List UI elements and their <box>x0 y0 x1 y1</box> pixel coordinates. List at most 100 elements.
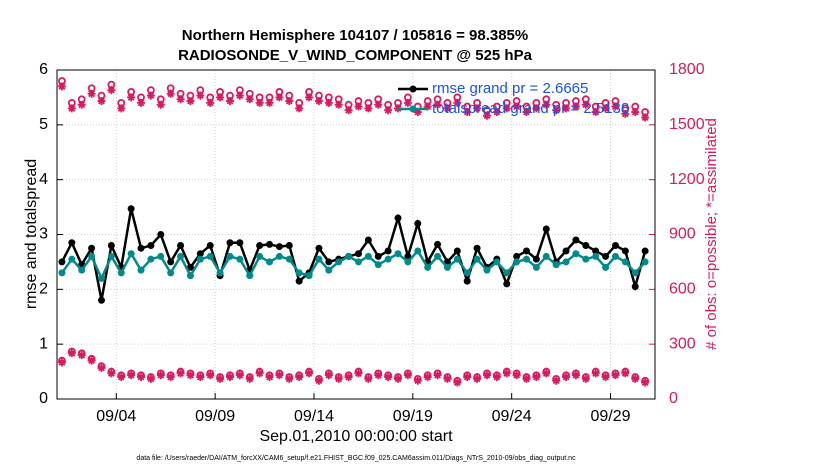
assimilated-obs-marker <box>631 108 640 117</box>
assimilated-obs-marker <box>57 358 66 367</box>
y2-tick-label: 1500 <box>669 116 705 133</box>
assimilated-obs-marker <box>166 89 175 98</box>
assimilated-obs-marker <box>562 373 571 382</box>
assimilated-obs-marker <box>453 98 462 107</box>
assimilated-obs-marker <box>206 371 215 380</box>
assimilated-obs-marker <box>641 378 650 387</box>
assimilated-obs-marker <box>87 89 96 98</box>
assimilated-obs-marker <box>334 100 343 109</box>
data-point <box>68 239 76 247</box>
data-point <box>384 247 392 255</box>
data-point <box>167 258 175 266</box>
x-tick-label: 09/29 <box>590 408 630 425</box>
y-tick-label: 1 <box>39 335 48 352</box>
data-point <box>434 240 442 248</box>
assimilated-obs-marker <box>127 93 136 102</box>
assimilated-obs-marker <box>443 374 452 383</box>
assimilated-obs-marker <box>542 369 551 378</box>
assimilated-obs-marker <box>433 100 442 109</box>
data-point <box>572 236 580 244</box>
assimilated-obs-marker <box>473 374 482 383</box>
data-point <box>621 247 629 255</box>
x-tick-label: 09/14 <box>294 408 334 425</box>
plot-area <box>57 70 655 399</box>
data-point <box>443 263 451 271</box>
assimilated-obs-marker <box>423 373 432 382</box>
y-tick-label: 2 <box>39 281 48 298</box>
assimilated-obs-marker <box>334 374 343 383</box>
data-point <box>354 258 362 266</box>
assimilated-obs-marker <box>562 104 571 113</box>
data-point <box>68 255 76 263</box>
assimilated-obs-marker <box>403 371 412 380</box>
data-point <box>285 255 293 263</box>
data-point <box>256 241 264 249</box>
legend-label: rmse grand pr = 2.6665 <box>432 80 588 97</box>
assimilated-obs-marker <box>581 374 590 383</box>
data-point <box>325 266 333 274</box>
assimilated-obs-marker <box>374 100 383 109</box>
y2-tick-label: 600 <box>669 281 696 298</box>
assimilated-obs-marker <box>285 97 294 106</box>
assimilated-obs-marker <box>374 371 383 380</box>
assimilated-obs-marker <box>107 86 116 95</box>
assimilated-obs-marker <box>492 373 501 382</box>
assimilated-obs-marker <box>601 104 610 113</box>
data-point <box>315 255 323 263</box>
y-tick-label: 5 <box>39 116 48 133</box>
assimilated-obs-marker <box>571 371 580 380</box>
data-point <box>611 241 619 249</box>
chart-title: Northern Hemisphere 104107 / 105816 = 98… <box>182 27 528 44</box>
assimilated-obs-marker <box>255 369 264 378</box>
legend-marker <box>409 85 417 93</box>
data-point <box>374 261 382 269</box>
data-point <box>137 244 145 252</box>
assimilated-obs-marker <box>453 378 462 387</box>
assimilated-obs-marker <box>394 374 403 383</box>
assimilated-obs-marker <box>137 98 146 107</box>
assimilated-obs-marker <box>482 371 491 380</box>
data-point <box>532 263 540 271</box>
assimilated-obs-marker <box>354 369 363 378</box>
assimilated-obs-marker <box>512 102 521 111</box>
data-point <box>285 241 293 249</box>
data-point <box>453 255 461 263</box>
x-tick-label: 09/09 <box>195 408 235 425</box>
data-point <box>236 239 244 247</box>
data-point <box>414 220 422 228</box>
assimilated-obs-marker <box>196 91 205 100</box>
data-point <box>523 255 531 263</box>
data-point <box>473 255 481 263</box>
data-point <box>434 252 442 260</box>
data-point <box>157 231 165 238</box>
assimilated-obs-marker <box>463 373 472 382</box>
assimilated-obs-marker <box>305 93 314 102</box>
assimilated-obs-marker <box>235 371 244 380</box>
assimilated-obs-marker <box>552 106 561 115</box>
assimilated-obs-marker <box>295 373 304 382</box>
assimilated-obs-marker <box>344 106 353 115</box>
y2-tick-label: 0 <box>669 390 678 407</box>
data-point <box>206 241 214 249</box>
data-point <box>78 266 86 274</box>
data-point <box>513 252 521 260</box>
data-point <box>177 241 185 249</box>
assimilated-obs-marker <box>314 376 323 385</box>
assimilated-obs-marker <box>502 369 511 378</box>
data-point <box>463 269 471 277</box>
data-point <box>177 252 185 260</box>
data-point <box>127 205 135 213</box>
data-point <box>275 252 283 260</box>
assimilated-obs-marker <box>97 97 106 106</box>
data-point <box>542 225 550 233</box>
data-point <box>97 274 105 282</box>
data-point <box>473 244 481 252</box>
assimilated-obs-marker <box>245 374 254 383</box>
assimilated-obs-marker <box>532 104 541 113</box>
assimilated-obs-marker <box>482 111 491 120</box>
assimilated-obs-marker <box>364 374 373 383</box>
legend-label: totalspread grand pr = 2.5138 <box>432 100 629 117</box>
assimilated-obs-marker <box>344 373 353 382</box>
data-point <box>374 252 382 260</box>
